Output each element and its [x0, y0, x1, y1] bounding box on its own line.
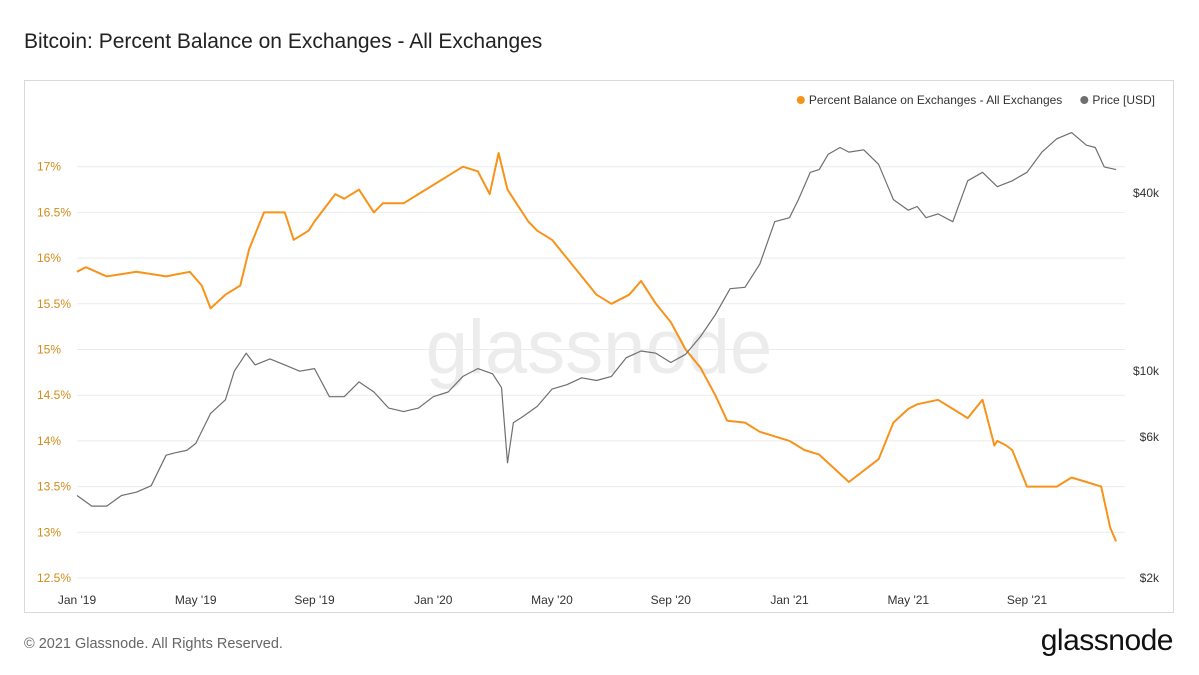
- y-tick-label-left: 15%: [37, 343, 61, 357]
- x-tick-label: May '21: [887, 593, 929, 607]
- y-tick-label-right: $10k: [1133, 364, 1160, 378]
- x-tick-label: Jan '21: [770, 593, 809, 607]
- y-tick-label-left: 13.5%: [37, 480, 71, 494]
- x-tick-label: Sep '19: [294, 593, 335, 607]
- y-tick-label-left: 14%: [37, 434, 61, 448]
- chart-title: Bitcoin: Percent Balance on Exchanges - …: [24, 30, 543, 53]
- x-tick-label: Sep '20: [651, 593, 692, 607]
- x-tick-label: May '19: [175, 593, 217, 607]
- grid-lines: [77, 166, 1125, 579]
- legend-label-price: Price [USD]: [1092, 93, 1155, 107]
- legend: Percent Balance on Exchanges - All Excha…: [796, 93, 1155, 107]
- y-tick-label-left: 15.5%: [37, 297, 71, 311]
- legend-marker-price: [1080, 96, 1089, 104]
- y-tick-label-left: 16%: [37, 251, 61, 265]
- brand-logo: glassnode: [1040, 624, 1174, 657]
- y-tick-label-left: 16.5%: [37, 205, 71, 219]
- y-tick-label-left: 12.5%: [37, 571, 71, 585]
- y-tick-label-left: 14.5%: [37, 388, 71, 402]
- y-tick-label-left: 17%: [37, 160, 61, 174]
- x-tick-label: Sep '21: [1007, 593, 1048, 607]
- series-line-price: [76, 131, 1117, 507]
- axis-labels: 12.5% 13% 13.5% 14% 14.5% 15% 15.5% 16% 16.5% 17%…: [37, 160, 1160, 607]
- series-lines: [76, 131, 1118, 542]
- chart-svg: glassnode Percent Balance on Exchanges -…: [37, 93, 1160, 607]
- legend-marker-balance: [796, 96, 805, 104]
- x-tick-label: May '20: [531, 593, 573, 607]
- y-tick-label-right: $2k: [1140, 571, 1160, 585]
- x-tick-label: Jan '20: [414, 593, 453, 607]
- y-tick-label-right: $6k: [1140, 430, 1160, 444]
- chart-panel: glassnode Percent Balance on Exchanges -…: [24, 80, 1174, 613]
- watermark-text: glassnode: [426, 305, 773, 390]
- x-tick-label: Jan '19: [58, 593, 97, 607]
- y-tick-label-left: 13%: [37, 525, 61, 539]
- copyright-footer: © 2021 Glassnode. All Rights Reserved.: [24, 636, 283, 652]
- legend-label-balance: Percent Balance on Exchanges - All Excha…: [809, 93, 1063, 107]
- series-line-balance: [76, 152, 1118, 542]
- y-tick-label-right: $40k: [1133, 186, 1160, 200]
